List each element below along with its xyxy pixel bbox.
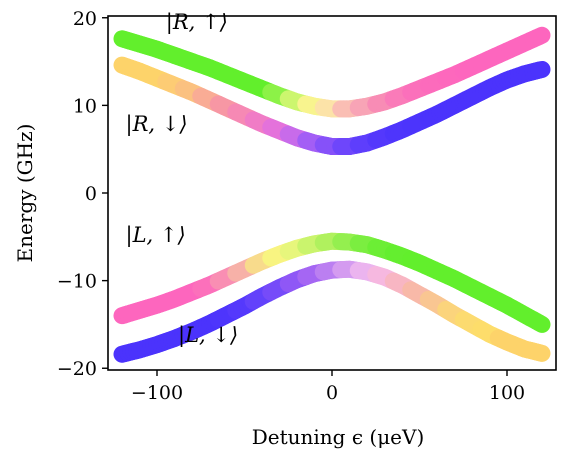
x-tick-label: 0 <box>326 382 338 404</box>
x-tick-label: 100 <box>489 382 525 404</box>
state-label-r-up: |R, ↑⟩ <box>166 10 228 35</box>
y-tick-label: −10 <box>57 271 97 293</box>
series-3-band <box>113 232 551 333</box>
state-label-r-down: |R, ↓⟩ <box>126 112 188 137</box>
series-4-band <box>113 260 551 363</box>
y-tick-label: 0 <box>85 183 97 205</box>
band-segment <box>530 60 551 79</box>
y-tick-label: 20 <box>73 8 97 30</box>
y-axis-title: Energy (GHz) <box>13 124 37 263</box>
series-1-band <box>113 26 551 118</box>
band-segment <box>530 314 551 333</box>
plot-frame <box>107 15 557 371</box>
x-axis-title: Detuning ϵ (μeV) <box>252 425 425 449</box>
annotations-layer: |R, ↑⟩ |R, ↓⟩ |L, ↑⟩ |L, ↓⟩ <box>126 10 239 348</box>
curves-layer <box>113 26 551 363</box>
band-segment <box>530 26 551 46</box>
y-tick-label: −20 <box>57 358 97 380</box>
x-tick-label: −100 <box>131 382 183 404</box>
series-2-band <box>113 56 551 156</box>
y-tick-label: 10 <box>73 95 97 117</box>
state-label-l-down: |L, ↓⟩ <box>178 323 238 348</box>
state-label-l-up: |L, ↑⟩ <box>126 223 186 248</box>
band-segment <box>530 344 551 362</box>
